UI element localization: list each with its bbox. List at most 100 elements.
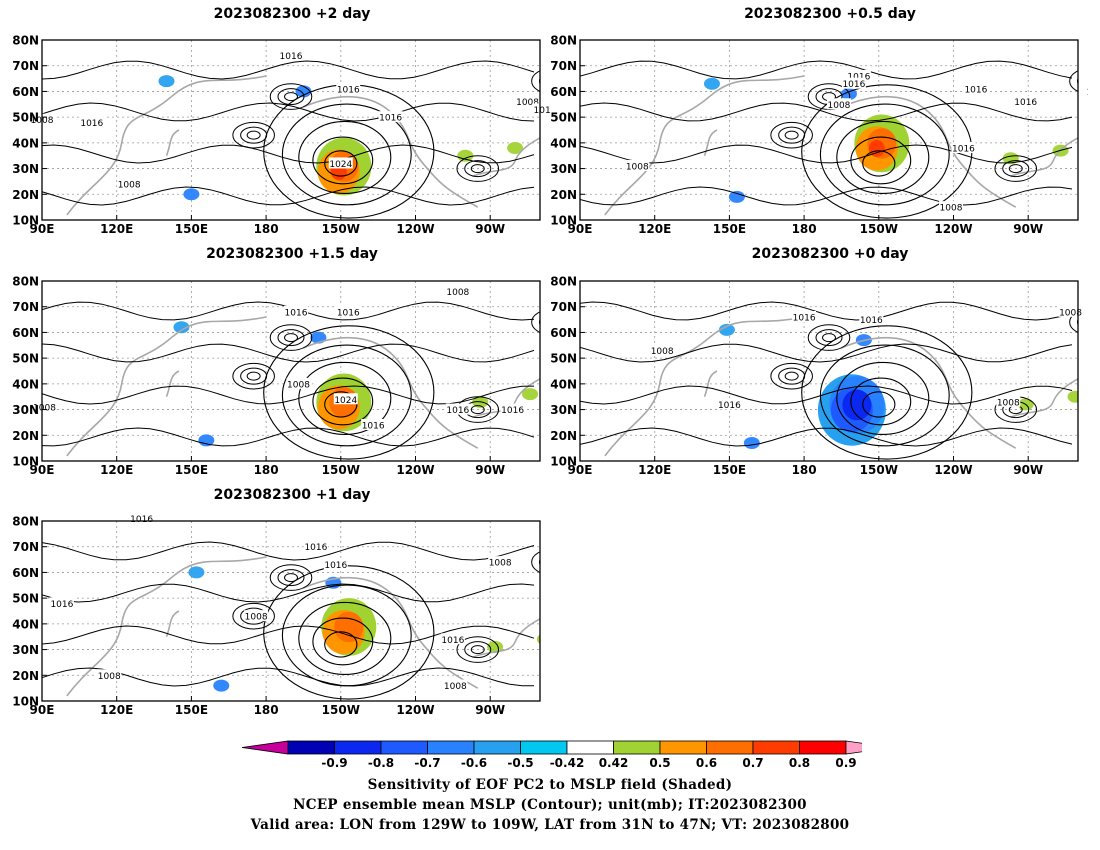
coastline — [604, 316, 805, 457]
colorbar-segment — [473, 740, 521, 755]
y-tick-label: 70N — [550, 300, 577, 314]
mslp-contour — [580, 427, 1073, 447]
mslp-contour — [1069, 311, 1078, 333]
coastline — [66, 316, 267, 457]
mslp-contour — [531, 551, 540, 573]
y-tick-label: 40N — [12, 136, 39, 150]
colorbar-segment — [752, 740, 800, 755]
mslp-contour — [464, 160, 492, 178]
mslp-contour — [807, 83, 851, 110]
mslp-contour — [778, 367, 806, 385]
x-tick-label: 150W — [860, 463, 898, 477]
y-tick-label: 40N — [550, 377, 577, 391]
contour-label-bg — [650, 344, 675, 356]
sensitivity-shade — [173, 321, 190, 334]
mslp-contour — [269, 83, 313, 110]
contour-label: 1016 — [324, 561, 347, 571]
mslp-contour — [281, 344, 412, 447]
y-tick-label: 50N — [12, 111, 39, 125]
contour-label-bg — [129, 512, 154, 524]
y-tick-label: 80N — [12, 275, 39, 289]
contour-label-bg — [32, 401, 57, 412]
mslp-contour — [456, 636, 500, 663]
contour-label: 1016 — [793, 314, 816, 324]
mslp-contour — [822, 333, 836, 343]
x-tick-label: 120E — [100, 703, 133, 717]
mslp-contour — [277, 329, 305, 347]
sensitivity-shade — [183, 188, 200, 201]
colorbar-tick-label: 0.42 — [598, 756, 629, 770]
mslp-contour — [284, 92, 298, 102]
contour-label: 1008 — [489, 559, 512, 569]
mslp-contour — [42, 60, 535, 80]
contour-label: 1024 — [329, 160, 352, 170]
mslp-contour — [42, 144, 535, 164]
sensitivity-shade — [842, 389, 872, 421]
y-tick-label: 10N — [12, 455, 39, 469]
colorbar-tick-label: -0.5 — [507, 756, 534, 770]
x-tick-label: 90E — [30, 703, 55, 717]
mslp-contour — [284, 333, 298, 343]
panel-title: 2023082300 +2 day — [213, 6, 371, 22]
x-tick-label: 180 — [792, 463, 817, 477]
colorbar-segment — [659, 740, 707, 755]
mslp-contour — [784, 130, 799, 140]
coastline — [66, 556, 267, 697]
y-tick-label: 30N — [550, 403, 577, 417]
colorbar-tick-label: -0.7 — [414, 756, 441, 770]
colorbar-tick-label: -0.8 — [367, 756, 395, 770]
coastline — [165, 370, 180, 398]
map-frame — [579, 39, 1079, 221]
y-tick-label: 50N — [12, 592, 39, 606]
contour-label: 1008 — [516, 98, 539, 108]
contour-label-bg — [951, 142, 976, 153]
y-tick-label: 20N — [12, 429, 39, 443]
caption-line-2: NCEP ensemble mean MSLP (Contour); unit(… — [293, 797, 807, 813]
mslp-contour — [42, 625, 535, 645]
sensitivity-shade — [188, 566, 205, 579]
sensitivity-shade — [743, 437, 760, 449]
y-tick-label: 20N — [550, 429, 577, 443]
mslp-contour — [580, 186, 1073, 206]
contour-label-bg — [500, 403, 525, 415]
contour-label: 1008 — [287, 380, 310, 390]
x-tick-label: 120W — [934, 222, 972, 236]
mslp-contour — [538, 558, 540, 566]
contour-label: 1008 — [98, 672, 121, 682]
x-tick-label: 150W — [322, 463, 360, 477]
contour-label: 1016 — [280, 52, 303, 62]
colorbar-tick-label: 0.6 — [695, 756, 718, 770]
colorbar-segment — [334, 740, 382, 755]
contour-label: 1016 — [362, 422, 385, 432]
contour-label: 1016 — [860, 316, 883, 326]
map-frame — [41, 520, 541, 702]
sensitivity-shade — [868, 140, 885, 157]
x-tick-label: 150W — [322, 703, 360, 717]
contour-label-bg — [1085, 85, 1088, 97]
sensitivity-shade — [334, 611, 364, 643]
mslp-contour — [464, 641, 492, 659]
contour-label-bg — [625, 160, 650, 171]
coastline — [703, 370, 718, 398]
y-tick-label: 50N — [12, 352, 39, 366]
mslp-contour — [277, 569, 305, 587]
mslp-contour — [1002, 160, 1030, 178]
sensitivity-shade — [507, 142, 524, 154]
contour-label-bg — [79, 116, 104, 128]
contour-label-bg — [445, 285, 470, 297]
contour-label-bg — [323, 558, 348, 570]
x-tick-label: 120E — [638, 222, 671, 236]
y-tick-label: 40N — [12, 617, 39, 631]
colorbar-segment — [613, 740, 661, 755]
map-frame — [41, 39, 541, 221]
contour-label-bg — [996, 395, 1021, 407]
mslp-contour — [1084, 318, 1088, 326]
contour-label: 1016 — [80, 119, 103, 129]
mslp-contour — [770, 121, 813, 149]
y-tick-label: 60N — [550, 85, 577, 99]
mslp-contour — [324, 631, 358, 658]
colorbar-segment — [427, 740, 475, 755]
y-tick-label: 40N — [550, 136, 577, 150]
contour-label: 1016 — [50, 600, 73, 610]
